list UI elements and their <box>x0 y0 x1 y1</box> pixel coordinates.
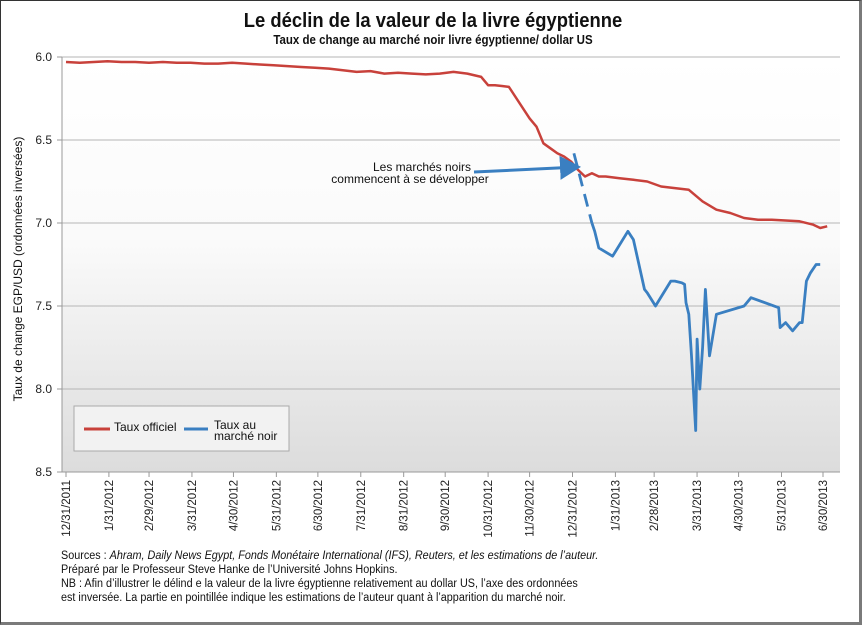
footnotes: Sources : Ahram, Daily News Egypt, Fonds… <box>61 549 598 605</box>
annotation-line1: Les marchés noirs <box>373 160 471 174</box>
nb-line-2: est inversée. La partie en pointillée in… <box>61 592 566 604</box>
x-tick-label: 9/30/2012 <box>440 480 452 531</box>
prepared-by: Préparé par le Professeur Steve Hanke de… <box>61 564 398 576</box>
annotation-line2: commencent à se développer <box>331 172 488 186</box>
x-tick-label: 2/28/2013 <box>649 480 661 531</box>
y-tick-label: 7.5 <box>35 299 52 313</box>
y-tick-label: 6.0 <box>35 50 52 64</box>
x-tick-label: 12/31/2012 <box>568 480 580 538</box>
x-tick-label: 4/30/2013 <box>734 480 746 531</box>
annotation-arrow <box>473 155 581 180</box>
chart-subtitle: Taux de change au marché noir livre égyp… <box>273 33 593 47</box>
y-tick-label: 8.5 <box>35 465 52 479</box>
x-tick-label: 11/30/2012 <box>525 480 537 537</box>
legend-label-official: Taux officiel <box>114 420 176 434</box>
x-tick-label: 5/31/2013 <box>776 480 788 531</box>
x-tick-label: 2/29/2012 <box>144 480 156 531</box>
x-tick-label: 6/30/2013 <box>818 480 830 531</box>
sources-label: Sources : <box>61 550 110 562</box>
x-tick-label: 5/31/2012 <box>271 480 283 531</box>
plot-area <box>62 57 840 472</box>
nb-line-1: NB : Afin d’illustrer le délind e la val… <box>61 578 578 590</box>
x-tick-label: 8/31/2012 <box>399 480 411 531</box>
x-tick-label: 3/31/2012 <box>187 480 199 531</box>
y-tick-label: 7.0 <box>35 216 52 230</box>
series-official-line <box>65 59 828 230</box>
x-tick-label: 7/31/2012 <box>356 480 368 531</box>
x-tick-label: 3/31/2013 <box>692 480 704 531</box>
legend-label-black-market-2: marché noir <box>214 429 277 443</box>
x-tick-label: 10/31/2012 <box>483 480 495 538</box>
x-tick-label: 1/31/2013 <box>610 480 622 531</box>
x-tick-label: 6/30/2012 <box>313 480 325 531</box>
legend: Taux officiel Taux au marché noir <box>73 405 290 452</box>
series-black-market-line <box>590 222 821 432</box>
sources-list: Ahram, Daily News Egypt, Fonds Monétaire… <box>109 550 599 562</box>
sources-line: Sources : Ahram, Daily News Egypt, Fonds… <box>61 549 598 563</box>
y-tick-label: 6.5 <box>35 133 52 147</box>
x-tick-label: 12/31/2011 <box>61 480 73 537</box>
y-tick-label: 8.0 <box>35 382 52 396</box>
x-tick-label: 1/31/2012 <box>104 480 116 531</box>
legend-label-black-market-1: Taux au <box>214 418 256 432</box>
chart-title: Le déclin de la valeur de la livre égypt… <box>243 10 623 32</box>
x-tick-label: 4/30/2012 <box>228 480 240 531</box>
